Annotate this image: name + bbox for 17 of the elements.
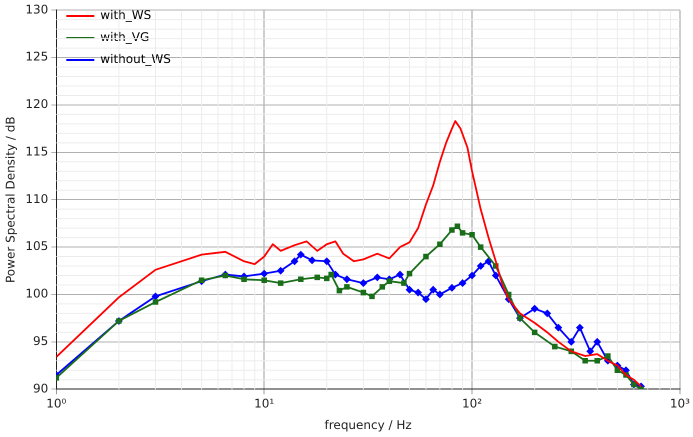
y-tick-label: 115 [25,144,48,158]
y-tick-label: 120 [25,97,48,112]
y-tick-label: 130 [25,2,48,16]
legend-label: without_WS [100,52,171,66]
y-tick-label: 125 [25,50,48,64]
y-tick-label: 105 [25,239,48,254]
y-tick-label: 90 [33,381,48,396]
y-tick-label: 100 [25,286,48,301]
x-tick-label: 10¹ [254,396,274,411]
x-axis-title: frequency / Hz [324,418,412,432]
x-tick-label: 10² [462,396,482,411]
legend-label: with_WS [100,8,152,22]
y-tick-label: 95 [33,334,48,348]
y-axis-title: Power Spectral Density / dB [3,116,18,283]
x-tick-label: 10³ [670,396,690,411]
y-tick-label: 110 [25,192,48,206]
x-tick-label: 10⁰ [46,396,67,411]
